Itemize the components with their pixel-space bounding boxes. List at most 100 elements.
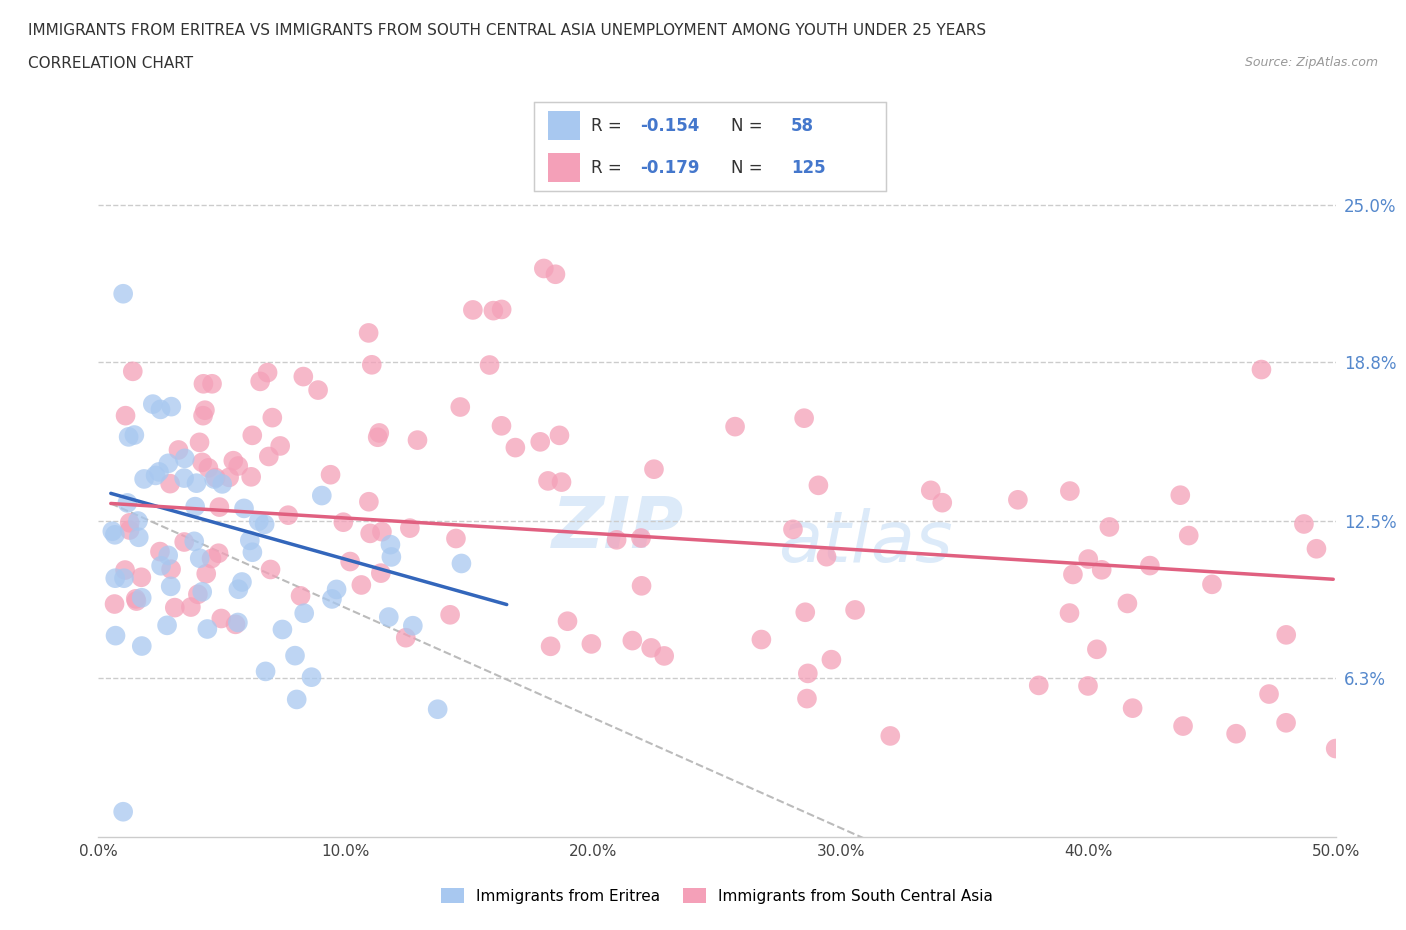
Point (173, 451, 195, 466)
Point (225, 617, 247, 631)
Point (125, 591, 148, 606)
Text: N =: N = (731, 159, 768, 177)
Point (537, 473, 560, 488)
Point (820, 652, 842, 667)
Point (114, 408, 136, 423)
Point (1168, 487, 1191, 502)
Point (920, 483, 942, 498)
Point (319, 467, 342, 482)
Point (186, 476, 208, 491)
Point (149, 544, 172, 559)
Bar (548, 153, 579, 182)
Point (254, 664, 277, 679)
Point (104, 571, 127, 586)
Point (149, 402, 172, 417)
Point (402, 618, 425, 633)
Point (529, 434, 551, 449)
Point (262, 410, 284, 425)
Text: -0.179: -0.179 (640, 159, 699, 177)
Point (652, 648, 675, 663)
Point (797, 666, 820, 681)
Point (131, 639, 153, 654)
Point (256, 365, 278, 380)
Bar (548, 112, 579, 140)
Point (157, 456, 180, 471)
Point (253, 517, 276, 532)
Point (1007, 492, 1029, 507)
Point (204, 471, 226, 485)
Point (150, 558, 173, 573)
Point (815, 550, 838, 565)
Point (159, 476, 181, 491)
Point (439, 607, 461, 622)
Point (426, 702, 449, 717)
Point (197, 460, 219, 475)
Point (339, 554, 361, 569)
Point (540, 639, 562, 654)
Point (104, 527, 127, 542)
Point (195, 566, 218, 581)
Point (311, 488, 333, 503)
Point (321, 591, 343, 606)
Point (188, 551, 211, 565)
Point (449, 400, 471, 415)
Point (640, 641, 662, 656)
Point (240, 470, 263, 485)
Point (195, 621, 218, 636)
Point (844, 603, 866, 618)
Point (380, 550, 402, 565)
Point (307, 382, 329, 397)
Point (207, 546, 229, 561)
Point (131, 591, 153, 605)
Point (163, 600, 186, 615)
Point (173, 471, 195, 485)
Point (370, 565, 392, 580)
Point (191, 584, 214, 599)
Text: N =: N = (731, 117, 768, 135)
Point (491, 418, 513, 433)
Point (444, 531, 467, 546)
Point (269, 439, 291, 454)
Point (1028, 678, 1050, 693)
Point (1258, 686, 1281, 701)
Text: R =: R = (591, 159, 627, 177)
Point (1292, 516, 1315, 531)
Point (128, 530, 150, 545)
Point (292, 369, 315, 384)
Text: -0.154: -0.154 (640, 117, 699, 135)
Point (491, 302, 513, 317)
Point (233, 501, 256, 516)
Point (193, 377, 215, 392)
Point (112, 571, 135, 586)
Point (1077, 551, 1099, 566)
Point (117, 430, 139, 445)
Point (1077, 679, 1099, 694)
Point (131, 570, 153, 585)
Point (371, 525, 394, 539)
Point (145, 468, 167, 483)
Point (794, 604, 817, 619)
Point (226, 458, 249, 473)
Point (533, 261, 555, 276)
Point (209, 611, 232, 626)
Point (505, 440, 527, 455)
Point (450, 556, 472, 571)
Point (218, 470, 240, 485)
Point (1275, 628, 1298, 643)
Point (544, 267, 567, 282)
Text: 125: 125 (790, 159, 825, 177)
Point (240, 428, 263, 443)
Point (1059, 605, 1081, 620)
Point (550, 474, 572, 489)
Point (606, 532, 628, 547)
Point (380, 538, 402, 552)
Text: R =: R = (591, 117, 627, 135)
Point (202, 472, 225, 486)
Point (191, 408, 214, 423)
Point (226, 615, 249, 630)
Point (201, 377, 224, 392)
Point (103, 596, 125, 611)
Point (231, 575, 253, 590)
Point (290, 589, 312, 604)
Point (395, 631, 418, 645)
